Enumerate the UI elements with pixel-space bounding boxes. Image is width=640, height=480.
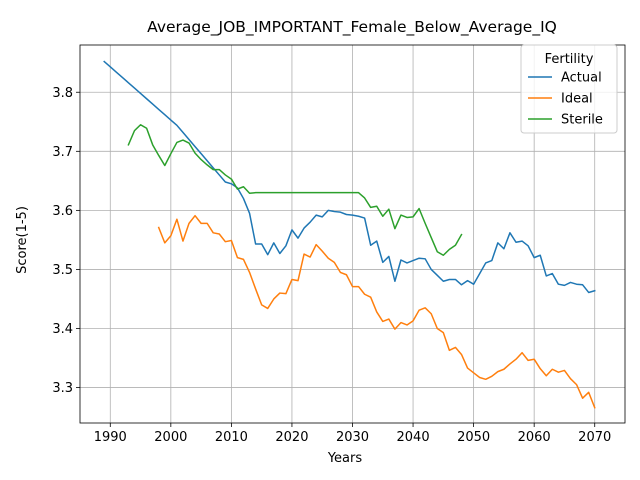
legend-items: Actual Ideal Sterile: [528, 71, 603, 128]
x-tick-label: 2050: [457, 430, 490, 445]
y-tick-label: 3.6: [52, 204, 73, 219]
y-tick-label: 3.8: [52, 86, 73, 101]
y-tick-label: 3.3: [52, 381, 73, 396]
x-tick-label: 2070: [578, 430, 611, 445]
y-tick-label: 3.5: [52, 263, 73, 278]
legend-box: [520, 44, 618, 134]
series-line-sterile: [127, 123, 463, 257]
x-tick-label: 2010: [215, 430, 248, 445]
x-tick-label: 2040: [397, 430, 430, 445]
x-axis-ticks: 1990 2000 2010 2020 2030 2040 2050 2060 2070: [94, 423, 611, 445]
chart-title: Average_JOB_IMPORTANT_Female_Below_Avera…: [147, 18, 557, 37]
series-layer: [103, 60, 596, 409]
legend-label-actual: Actual: [561, 71, 602, 86]
series-line-actual: [103, 60, 596, 294]
x-tick-label: 2000: [154, 430, 187, 445]
x-axis-label: Years: [327, 451, 363, 466]
x-tick-label: 1990: [94, 430, 127, 445]
legend: Fertility Actual Ideal Sterile: [520, 44, 618, 134]
x-tick-label: 2060: [518, 430, 551, 445]
y-axis-ticks: 3.3 3.4 3.5 3.6 3.7 3.8: [52, 86, 80, 396]
x-tick-label: 2020: [275, 430, 308, 445]
legend-label-sterile: Sterile: [561, 113, 603, 128]
series-line-ideal: [157, 214, 596, 409]
y-tick-label: 3.4: [52, 322, 73, 337]
y-axis-label: Score(1-5): [15, 206, 30, 274]
legend-title: Fertility: [545, 52, 594, 67]
y-tick-label: 3.7: [52, 145, 73, 160]
x-tick-label: 2030: [336, 430, 369, 445]
legend-label-ideal: Ideal: [561, 92, 593, 107]
